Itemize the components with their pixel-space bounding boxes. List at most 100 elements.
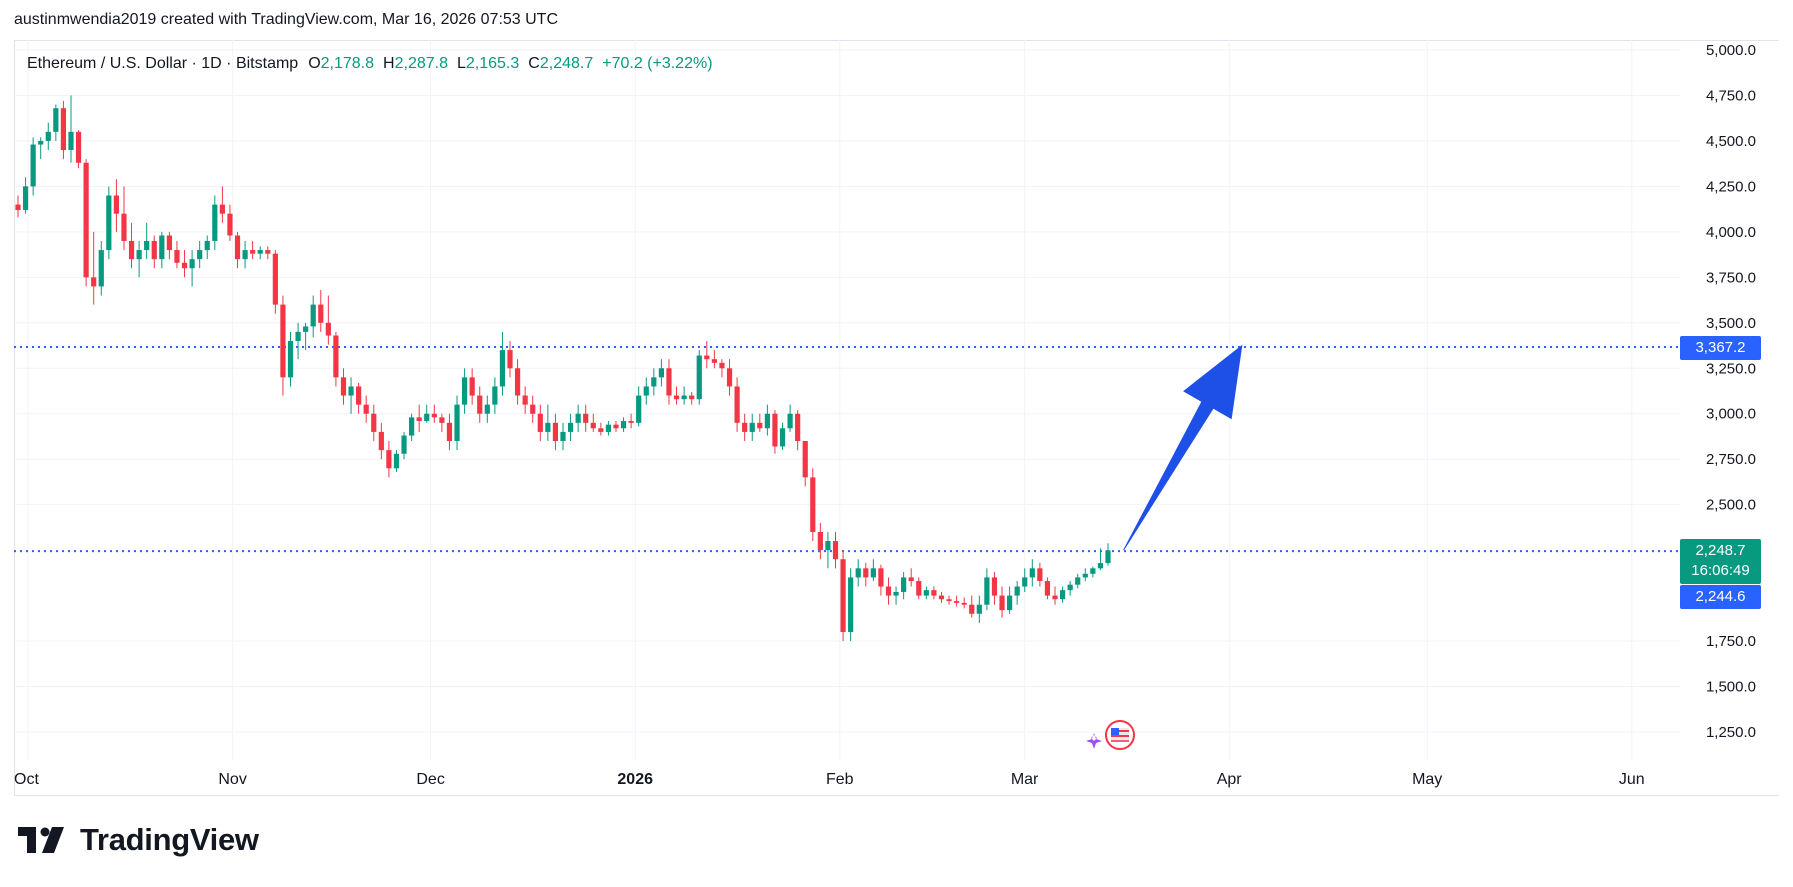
candle-body: [295, 331, 301, 341]
candle-body: [704, 355, 710, 360]
candle: [537, 404, 543, 442]
candle-body: [325, 322, 331, 336]
candle-body: [961, 602, 967, 605]
candles: [15, 95, 1111, 642]
candle: [1052, 586, 1058, 605]
candle: [144, 222, 150, 260]
candle-body: [810, 477, 816, 532]
open-label: O: [308, 55, 321, 72]
tradingview-logo[interactable]: TradingView: [18, 822, 259, 858]
candle: [772, 410, 778, 454]
candle-body: [946, 599, 952, 602]
candle-body: [401, 435, 407, 454]
candle: [128, 222, 135, 269]
candle: [628, 413, 634, 429]
candle-body: [83, 162, 89, 278]
candle-body: [68, 131, 74, 151]
candle-body: [174, 250, 180, 263]
price-tick-label: 1,500.0: [1706, 679, 1756, 696]
candle-body: [378, 431, 384, 451]
candle: [446, 413, 453, 451]
candle: [409, 413, 415, 442]
candle-body: [673, 395, 680, 400]
candle: [204, 235, 210, 260]
candle-body: [613, 424, 619, 429]
price-tick-label: 1,750.0: [1706, 633, 1756, 650]
candle: [484, 395, 490, 423]
candle: [711, 350, 717, 369]
candle-body: [151, 240, 157, 260]
candle-body: [1052, 595, 1058, 600]
last-price-tag: 2,248.7 16:06:49: [1680, 539, 1761, 584]
candle: [250, 240, 256, 260]
candle: [91, 231, 97, 305]
candle: [371, 404, 377, 442]
candle: [181, 250, 188, 278]
candle-body: [1006, 595, 1013, 611]
candle-body: [795, 413, 801, 442]
candle: [318, 290, 324, 332]
events-icon[interactable]: [1086, 720, 1135, 750]
candle: [303, 322, 309, 351]
candle-body: [893, 591, 899, 596]
candle-body: [1067, 584, 1073, 591]
candle-body: [477, 395, 483, 414]
candle: [514, 359, 521, 405]
candle-body: [439, 417, 445, 423]
price-tick-label: 1,250.0: [1706, 724, 1756, 741]
candle: [1059, 586, 1066, 603]
candle: [174, 240, 180, 269]
candle-body: [431, 413, 437, 418]
candle-body: [1059, 590, 1066, 600]
candle: [810, 468, 816, 542]
price-tick-label: 4,000.0: [1706, 224, 1756, 241]
price-tick-label: 5,000.0: [1706, 42, 1756, 59]
candle: [83, 159, 89, 287]
candle: [38, 137, 44, 160]
time-tick-label: May: [1412, 771, 1442, 788]
candle: [530, 395, 536, 423]
candle-body: [666, 368, 672, 396]
candle-body: [711, 359, 717, 363]
candle: [424, 404, 430, 423]
candle: [310, 295, 316, 338]
candle-body: [30, 144, 36, 187]
time-axis[interactable]: Oct Nov Dec 2026 Feb Mar Apr May Jun: [14, 771, 1645, 788]
candle: [234, 231, 241, 269]
candle-body: [181, 262, 188, 269]
candle-body: [204, 240, 210, 251]
symbol-legend: Ethereum / U.S. Dollar · 1D · Bitstamp O2…: [27, 55, 722, 73]
resistance-price-tag: 3,367.2: [1680, 336, 1761, 360]
candle: [431, 404, 437, 423]
candle-body: [454, 404, 460, 442]
candle-body: [552, 422, 559, 442]
price-axis[interactable]: 5,000.0 4,750.0 4,500.0 4,250.0 4,000.0 3,750…: [1706, 42, 1756, 741]
candle-body: [719, 362, 725, 369]
candle-body: [371, 413, 377, 432]
candle-body: [991, 577, 998, 596]
trend-arrow[interactable]: [1123, 344, 1243, 551]
candle: [757, 413, 763, 432]
candle-body: [870, 568, 876, 578]
candle-body: [356, 386, 362, 405]
candle: [802, 441, 808, 487]
candle: [265, 246, 271, 260]
candle-body: [1090, 568, 1096, 574]
candle: [469, 368, 475, 405]
candle-body: [159, 235, 165, 260]
symbol-name[interactable]: Ethereum / U.S. Dollar · 1D · Bitstamp: [27, 55, 299, 72]
candle-body: [742, 422, 748, 432]
candle: [363, 395, 369, 423]
candle: [1067, 581, 1073, 596]
candle-body: [567, 422, 574, 432]
candle: [969, 595, 975, 618]
candle-body: [136, 250, 142, 260]
candle-body: [409, 417, 415, 436]
candle-body: [787, 413, 793, 429]
support-price-tag: 2,244.6: [1680, 585, 1761, 609]
trend-arrow-shape: [1123, 344, 1243, 551]
candle: [499, 331, 506, 396]
candle: [938, 591, 945, 603]
candle-body: [620, 421, 627, 429]
